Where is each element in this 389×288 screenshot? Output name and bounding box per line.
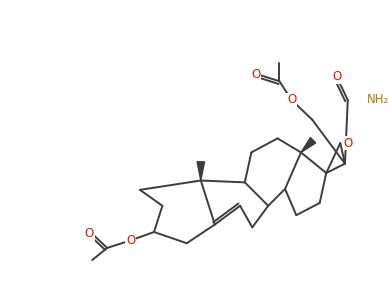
Text: O: O xyxy=(332,70,341,83)
Polygon shape xyxy=(197,162,205,181)
Text: O: O xyxy=(85,227,94,240)
Text: O: O xyxy=(287,94,296,107)
Text: O: O xyxy=(126,234,135,247)
Text: O: O xyxy=(343,137,352,149)
Text: NH₂: NH₂ xyxy=(366,94,389,107)
Polygon shape xyxy=(301,138,316,152)
Text: O: O xyxy=(251,68,261,81)
